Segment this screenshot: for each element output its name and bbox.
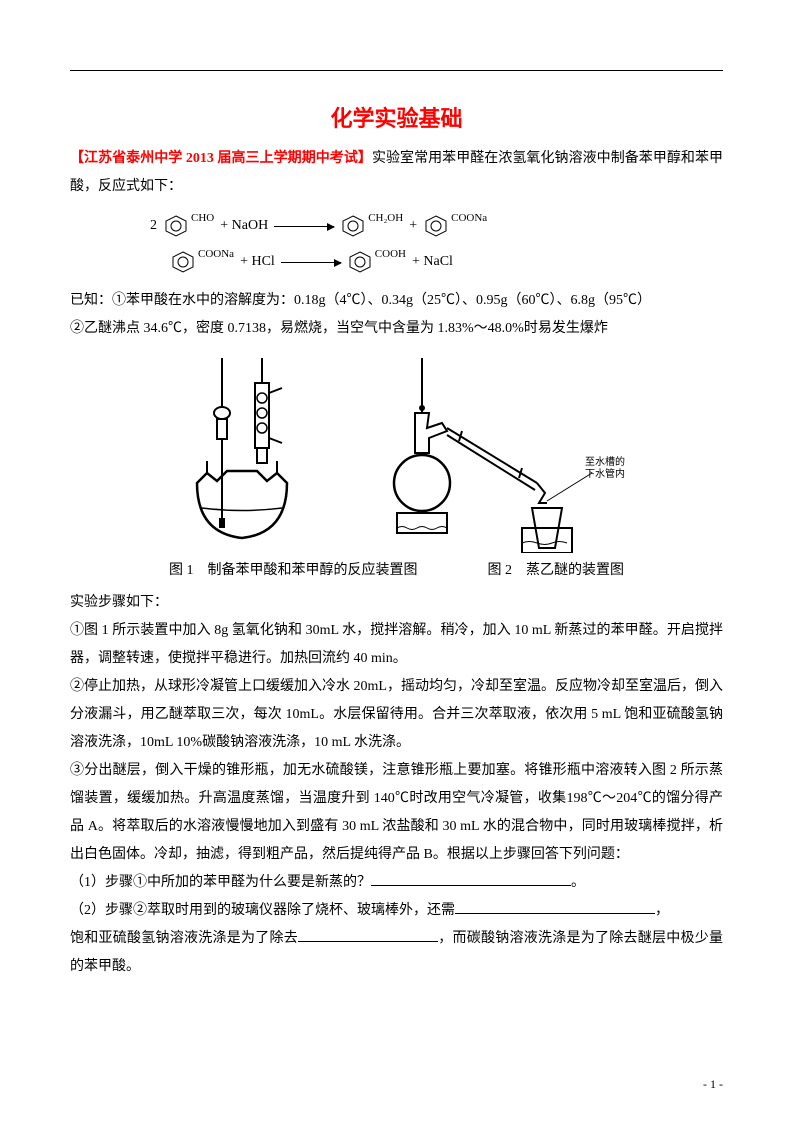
benzoic-acid: COOH xyxy=(347,249,406,275)
page-number: - 1 - xyxy=(703,1077,723,1092)
figures-row: 至水槽的 下水管内 xyxy=(70,353,723,553)
known-1: 已知：①苯甲酸在水中的溶解度为：0.18g（4℃）、0.34g（25℃）、0.9… xyxy=(70,287,723,315)
steps-header: 实验步骤如下： xyxy=(70,589,723,617)
known-2: ②乙醚沸点 34.6℃，密度 0.7138，易燃烧，当空气中含量为 1.83%～… xyxy=(70,315,723,343)
apparatus-figure-1 xyxy=(167,353,347,553)
benzyl-alcohol: CH₂OH xyxy=(340,213,403,239)
plus-hcl: + HCl xyxy=(240,254,275,270)
blank-q1 xyxy=(371,872,571,886)
intro-paragraph: 【江苏省泰州中学 2013 届高三上学期期中考试】实验室常用苯甲醛在浓氢氧化钠溶… xyxy=(70,145,723,201)
plus-nacl: + NaCl xyxy=(412,254,453,270)
question-2-cont: 饱和亚硫酸氢钠溶液洗涤是为了除去，而碳酸钠溶液洗涤是为了除去醚层中极少量的苯甲酸… xyxy=(70,925,723,981)
plus: + xyxy=(409,218,417,234)
fig1-caption: 图 1 制备苯甲酸和苯甲醇的反应装置图 xyxy=(169,559,418,579)
benzaldehyde: CHO xyxy=(163,213,214,239)
step-1: ①图 1 所示装置中加入 8g 氢氧化钠和 30mL 水，搅拌溶解。稍冷，加入 … xyxy=(70,617,723,673)
step-3: ③分出醚层，倒入干燥的锥形瓶，加无水硫酸镁，注意锥形瓶上要加塞。将锥形瓶中溶液转… xyxy=(70,757,723,869)
blank-q2a xyxy=(455,900,655,914)
blank-q2c xyxy=(298,928,438,942)
reaction-arrow-icon xyxy=(274,226,334,227)
fig2-label-1: 至水槽的 xyxy=(585,455,625,468)
reaction-2: COONa + HCl COOH + NaCl xyxy=(170,249,723,275)
question-2: （2）步骤②萃取时用到的玻璃仪器除了烧杯、玻璃棒外，还需， xyxy=(70,897,723,925)
coef-2: 2 xyxy=(150,218,157,234)
reaction-1: 2 CHO + NaOH CH₂OH + COONa COONa + HCl C… xyxy=(150,213,723,275)
fig2-caption: 图 2 蒸乙醚的装置图 xyxy=(488,559,625,579)
figure-captions: 图 1 制备苯甲酸和苯甲醇的反应装置图 图 2 蒸乙醚的装置图 xyxy=(70,559,723,579)
step-2: ②停止加热，从球形冷凝管上口缓缓加入冷水 20mL，摇动均匀，冷却至室温。反应物… xyxy=(70,673,723,757)
page-title: 化学实验基础 xyxy=(70,101,723,133)
plus-naoh: + NaOH xyxy=(220,218,268,234)
source-tag: 【江苏省泰州中学 2013 届高三上学期期中考试】 xyxy=(70,151,372,166)
sodium-benzoate-2: COONa xyxy=(170,249,234,275)
question-1: （1）步骤①中所加的苯甲醛为什么要是新蒸的？。 xyxy=(70,869,723,897)
top-horizontal-rule xyxy=(70,70,723,71)
reaction-arrow-icon xyxy=(281,262,341,263)
apparatus-figure-2: 至水槽的 下水管内 xyxy=(367,353,627,553)
fig2-label-2: 下水管内 xyxy=(585,467,625,480)
sodium-benzoate: COONa xyxy=(423,213,487,239)
